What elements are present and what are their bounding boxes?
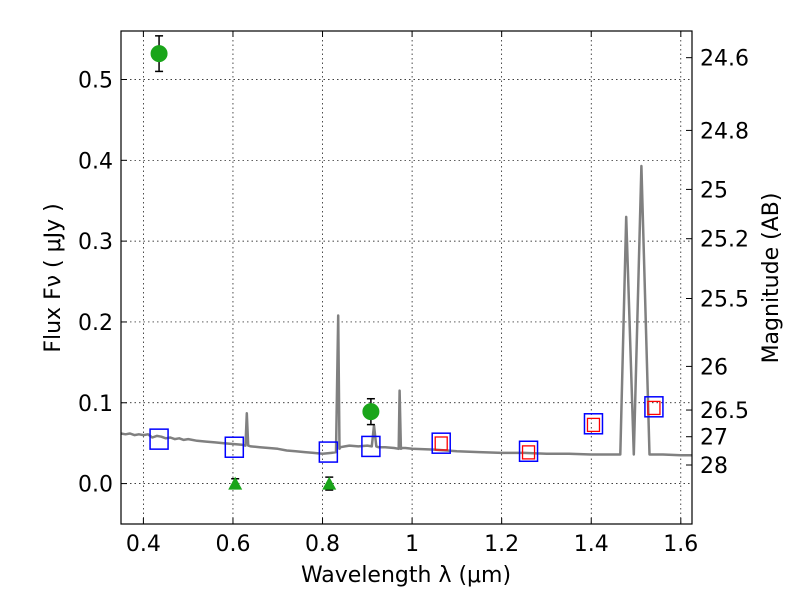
y2-tick-label: 25 [700,178,728,203]
plot-background [121,31,692,524]
y-tick-label: 0.0 [78,473,113,498]
x-tick-label: 1 [405,532,419,557]
model-flux-box [149,428,169,450]
y-tick-label: 0.2 [78,311,113,336]
y2-tick-label: 24.6 [700,47,749,72]
y2-tick-label: 24.8 [700,119,749,144]
y-tick-label: 0.3 [78,230,113,255]
y2-tick-label: 25.2 [700,228,749,253]
y-tick-label: 0.1 [78,392,113,417]
upper-limit-marker [228,476,243,490]
observed-flux-box [521,445,536,460]
x-tick-label: 1.2 [484,532,519,557]
observed-flux-box [434,436,448,451]
x-tick-label: 1.4 [574,532,609,557]
y-tick-label: 0.5 [78,68,113,93]
x-axis-ticks: 0.4 0.6 0.8 1 1.2 1.4 1.6 [126,31,698,557]
model-flux-box [644,396,664,418]
x-tick-label: 1.6 [663,532,698,557]
observed-flux-box [647,400,661,416]
y2-axis-ticks: 24.6 24.8 25 25.2 25.5 26 26.527 28 [686,47,749,479]
x-tick-label: 0.6 [215,532,250,557]
model-flux-box [431,432,451,454]
upper-limit-marker [322,476,337,490]
y-tick-label: 0.4 [78,149,113,174]
detection-point [362,403,380,421]
x-axis-label: Wavelength λ (μm) [301,563,511,588]
y-axis-ticks: 0.0 0.1 0.2 0.3 0.4 0.5 [78,68,127,498]
plot-frame [120,30,693,525]
x-tick-label: 0.4 [126,532,161,557]
model-flux-box [318,441,339,463]
grid [121,31,692,524]
y2-tick-label: 26 [700,355,728,380]
detection-point [150,45,168,63]
model-flux-box [518,440,539,463]
y2-tick-label: 26.5 [700,399,749,424]
model-flux-box [224,436,245,458]
observed-flux-box [586,417,601,433]
y2-axis-label: Magnitude (AB) [759,193,784,364]
y-axis-label: Flux Fν ( μJy ) [41,203,66,352]
model-flux-box [583,413,604,435]
y2-tick-label: 27 [700,426,728,451]
x-tick-label: 0.8 [305,532,340,557]
y2-tick-label: 28 [700,454,728,479]
series-layer [120,35,692,491]
y2-tick-label: 25.5 [700,288,749,313]
sed-model-line [120,164,692,457]
model-flux-box [361,435,381,458]
